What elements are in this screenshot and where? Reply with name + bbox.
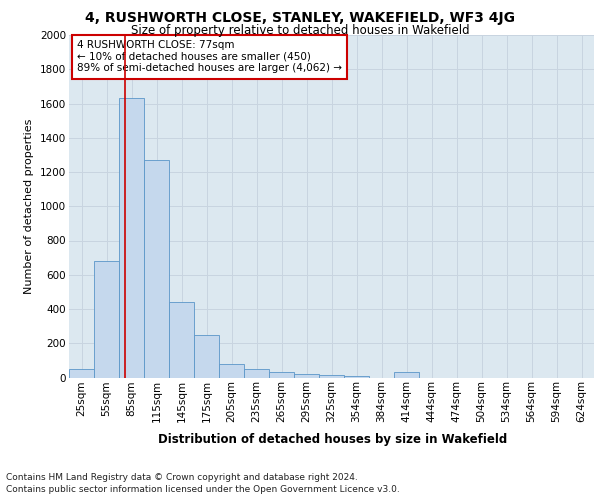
Bar <box>244 369 269 378</box>
Text: Distribution of detached houses by size in Wakefield: Distribution of detached houses by size … <box>158 432 508 446</box>
Bar <box>144 160 169 378</box>
Bar <box>344 376 369 378</box>
Bar <box>219 364 244 378</box>
Bar <box>69 369 94 378</box>
Text: Contains public sector information licensed under the Open Government Licence v3: Contains public sector information licen… <box>6 485 400 494</box>
Text: 4 RUSHWORTH CLOSE: 77sqm
← 10% of detached houses are smaller (450)
89% of semi-: 4 RUSHWORTH CLOSE: 77sqm ← 10% of detach… <box>77 40 342 74</box>
Text: 4, RUSHWORTH CLOSE, STANLEY, WAKEFIELD, WF3 4JG: 4, RUSHWORTH CLOSE, STANLEY, WAKEFIELD, … <box>85 11 515 25</box>
Bar <box>194 334 219 378</box>
Bar <box>94 261 119 378</box>
Bar <box>269 372 294 378</box>
Bar <box>169 302 194 378</box>
Y-axis label: Number of detached properties: Number of detached properties <box>25 118 34 294</box>
Bar <box>319 375 344 378</box>
Bar <box>394 372 419 378</box>
Text: Size of property relative to detached houses in Wakefield: Size of property relative to detached ho… <box>131 24 469 37</box>
Bar <box>119 98 144 378</box>
Text: Contains HM Land Registry data © Crown copyright and database right 2024.: Contains HM Land Registry data © Crown c… <box>6 472 358 482</box>
Bar <box>294 374 319 378</box>
